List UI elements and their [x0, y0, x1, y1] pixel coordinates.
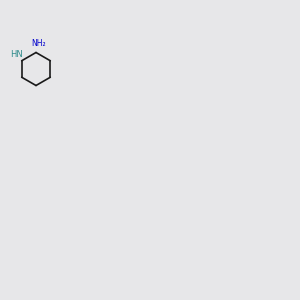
Text: NH₂: NH₂	[32, 40, 46, 49]
Text: HN: HN	[10, 50, 23, 59]
